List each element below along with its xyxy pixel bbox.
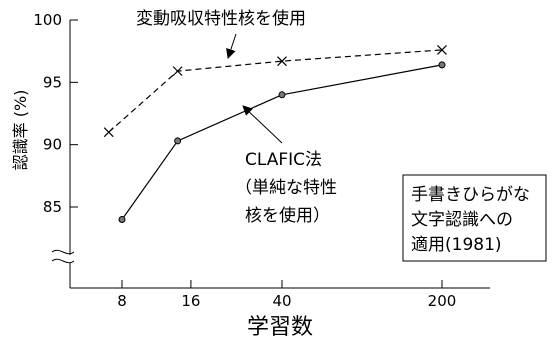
x-tick-label-8: 8 <box>117 292 127 310</box>
series-0-point-3 <box>437 44 447 55</box>
y-axis-break-mark <box>51 249 75 264</box>
series-1-point-1 <box>174 137 182 145</box>
series-line-1 <box>121 64 443 220</box>
note-box-line-3: 適用(1981) <box>411 235 502 255</box>
x-ticks: 8 16 40 200 <box>117 280 456 310</box>
x-axis-title: 学習数 <box>247 315 313 340</box>
solid-annotation-line-3: 核を使用） <box>245 205 330 226</box>
solid-annotation-arrow <box>242 105 283 144</box>
series-0-point-1 <box>172 66 183 77</box>
series-layer <box>103 44 447 223</box>
x-tick-label-16: 16 <box>181 292 200 310</box>
y-tick-label-90: 90 <box>43 136 62 154</box>
series-1-point-0 <box>118 215 126 223</box>
y-axis-title: 認識率 (%) <box>11 90 30 171</box>
note-box <box>402 174 547 262</box>
series-1-point-2 <box>278 91 286 99</box>
series-1-point-3 <box>438 61 446 69</box>
y-tick-label-100: 100 <box>33 11 62 29</box>
y-ticks: 85 90 95 100 <box>33 11 78 216</box>
solid-annotation-line-2: （単純な特性 <box>235 178 337 198</box>
series-line-0 <box>108 49 443 133</box>
x-tick-label-40: 40 <box>272 292 291 310</box>
note-box-line-2: 文字認識への <box>411 210 513 230</box>
dashed-annotation-arrow <box>226 33 237 59</box>
series-0-point-0 <box>103 127 114 138</box>
solid-annotation-line-1: CLAFIC法 <box>245 150 322 170</box>
note-box-line-1: 手書きひらがな <box>411 185 530 205</box>
dashed-series-annotation: 変動吸収特性核を使用 <box>136 8 306 29</box>
series-0-point-2 <box>277 56 287 67</box>
x-tick-label-200: 200 <box>428 292 457 310</box>
y-tick-label-85: 85 <box>43 198 62 216</box>
y-tick-label-95: 95 <box>43 73 62 91</box>
